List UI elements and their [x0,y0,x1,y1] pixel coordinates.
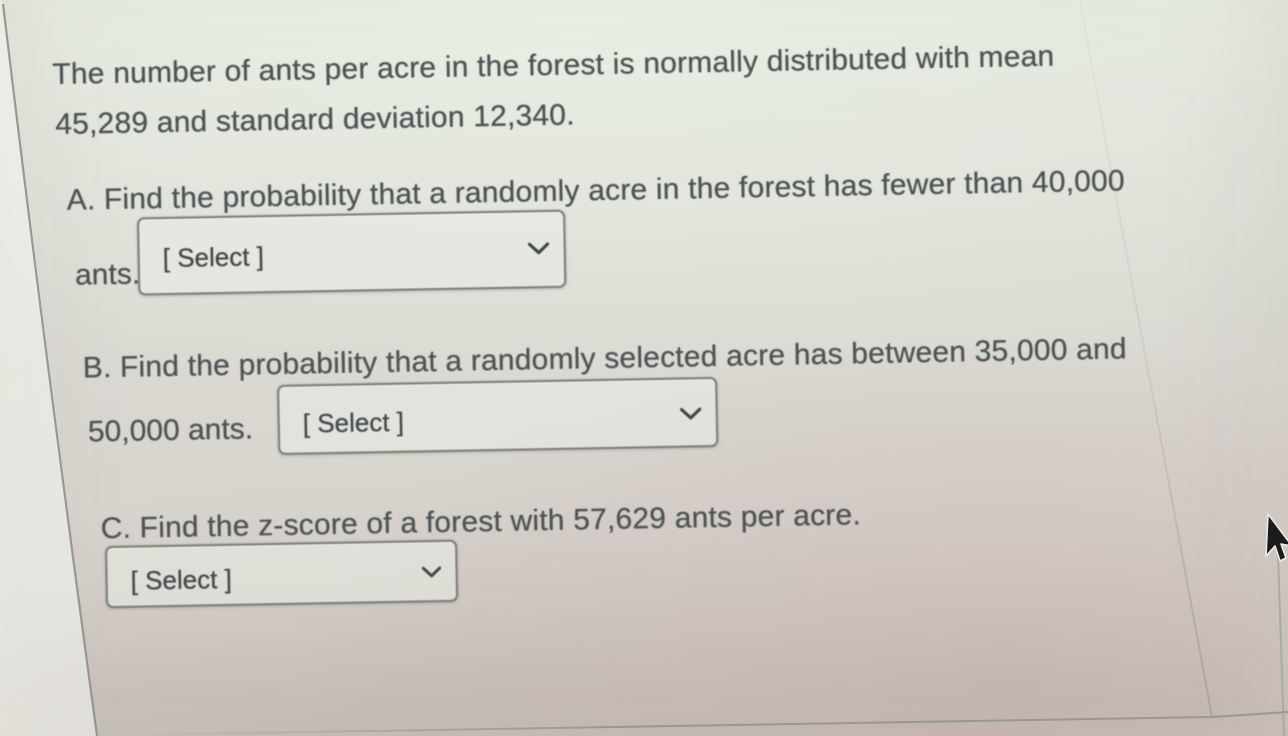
question-intro-line2: 45,289 and standard deviation 12,340. [54,98,575,142]
part-c-text: C. Find the z-score of a forest with 57,… [100,498,862,546]
part-b-suffix-label: 50,000 ants. [87,412,254,449]
part-a-text: A. Find the probability that a randomly … [66,164,1126,217]
part-a-suffix-label: ants. [74,257,141,292]
part-b-text: B. Find the probability that a randomly … [82,332,1128,385]
chevron-down-icon [680,407,702,420]
part-a-select-dropdown[interactable]: [ Select ] [137,209,567,296]
part-b-select-dropdown[interactable]: [ Select ] [277,376,719,455]
part-c-select-placeholder: [ Select ] [130,563,233,596]
chevron-down-icon [421,566,442,578]
chevron-down-icon [527,241,550,254]
question-intro-line1: The number of ants per acre in the fores… [52,39,1055,92]
part-c-select-dropdown[interactable]: [ Select ] [105,539,459,609]
part-a-select-placeholder: [ Select ] [162,240,265,273]
part-b-select-placeholder: [ Select ] [302,406,405,439]
